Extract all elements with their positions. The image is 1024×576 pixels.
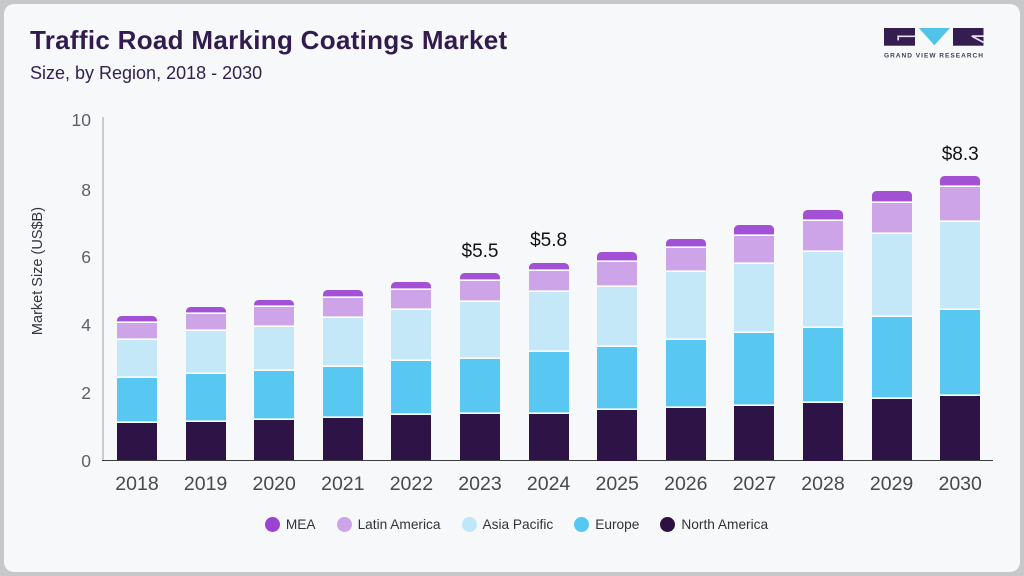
svg-text:GRAND VIEW RESEARCH: GRAND VIEW RESEARCH — [884, 53, 984, 59]
